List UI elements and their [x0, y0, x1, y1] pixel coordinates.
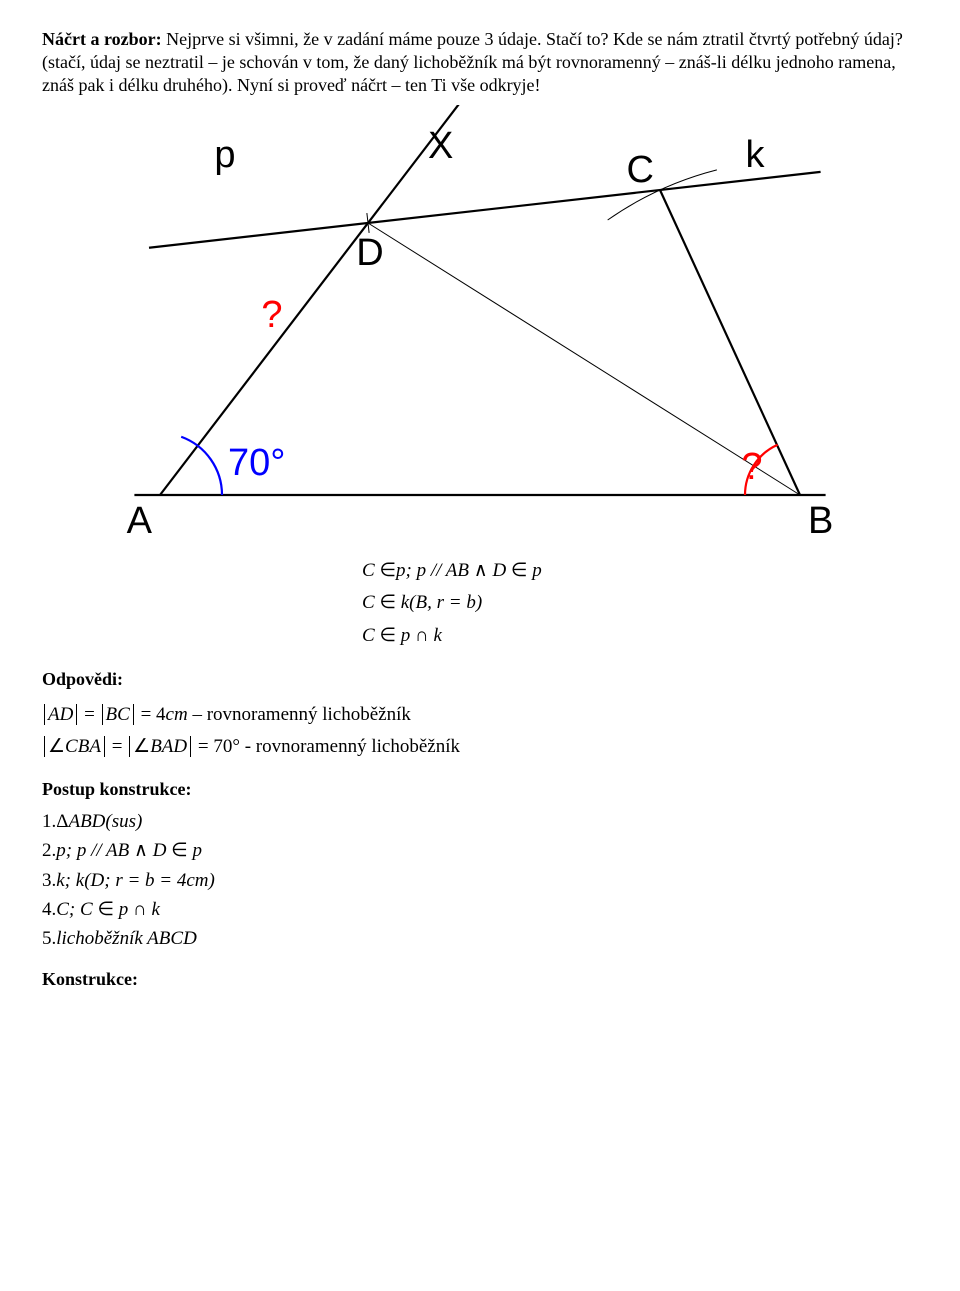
- step-4: 4.C; C ∈ p ∩ k: [42, 895, 918, 924]
- svg-text:70°: 70°: [228, 442, 285, 484]
- svg-text:A: A: [127, 500, 153, 535]
- konstrukce-heading: Konstrukce:: [42, 968, 918, 991]
- step-3: 3.k; k(D; r = b = 4cm): [42, 866, 918, 895]
- construction-steps: 1.ΔABD(sus) 2.p; p // AB ∧ D ∈ p 3.k; k(…: [42, 807, 918, 954]
- diagram-container: A B C D Xp k 70°??: [42, 105, 918, 535]
- step-5: 5.lichoběžník ABCD: [42, 924, 918, 953]
- postup-heading: Postup konstrukce:: [42, 778, 918, 801]
- intro-rest: Nejprve si všimni, že v zadání máme pouz…: [42, 29, 903, 95]
- svg-text:?: ?: [261, 294, 282, 336]
- svg-text:D: D: [356, 232, 383, 274]
- math-line-1: C ∈p; p // AB ∧ D ∈ p: [362, 555, 918, 587]
- step-2: 2.p; p // AB ∧ D ∈ p: [42, 836, 918, 865]
- svg-text:k: k: [746, 134, 766, 176]
- answer-line-2: ∠CBA = ∠BAD = 70° - rovnoramenný lichobě…: [42, 731, 918, 763]
- answer-line-1: AD = BC = 4cm – rovnoramenný lichoběžník: [42, 699, 918, 731]
- svg-text:X: X: [428, 125, 453, 167]
- math-conditions: C ∈p; p // AB ∧ D ∈ p C ∈ k(B, r = b) C …: [362, 555, 918, 652]
- svg-text:p: p: [214, 134, 235, 176]
- math-line-3: C ∈ p ∩ k: [362, 620, 918, 652]
- math-line-2: C ∈ k(B, r = b): [362, 587, 918, 619]
- svg-text:C: C: [627, 149, 654, 191]
- step-1: 1.ΔABD(sus): [42, 807, 918, 836]
- answers-block: AD = BC = 4cm – rovnoramenný lichoběžník…: [42, 699, 918, 764]
- svg-text:?: ?: [741, 446, 762, 488]
- svg-text:B: B: [808, 500, 833, 535]
- trapezoid-diagram: A B C D Xp k 70°??: [100, 105, 860, 535]
- intro-paragraph: Náčrt a rozbor: Nejprve si všimni, že v …: [42, 28, 918, 97]
- answers-heading: Odpovědi:: [42, 668, 918, 691]
- intro-lead: Náčrt a rozbor:: [42, 29, 162, 49]
